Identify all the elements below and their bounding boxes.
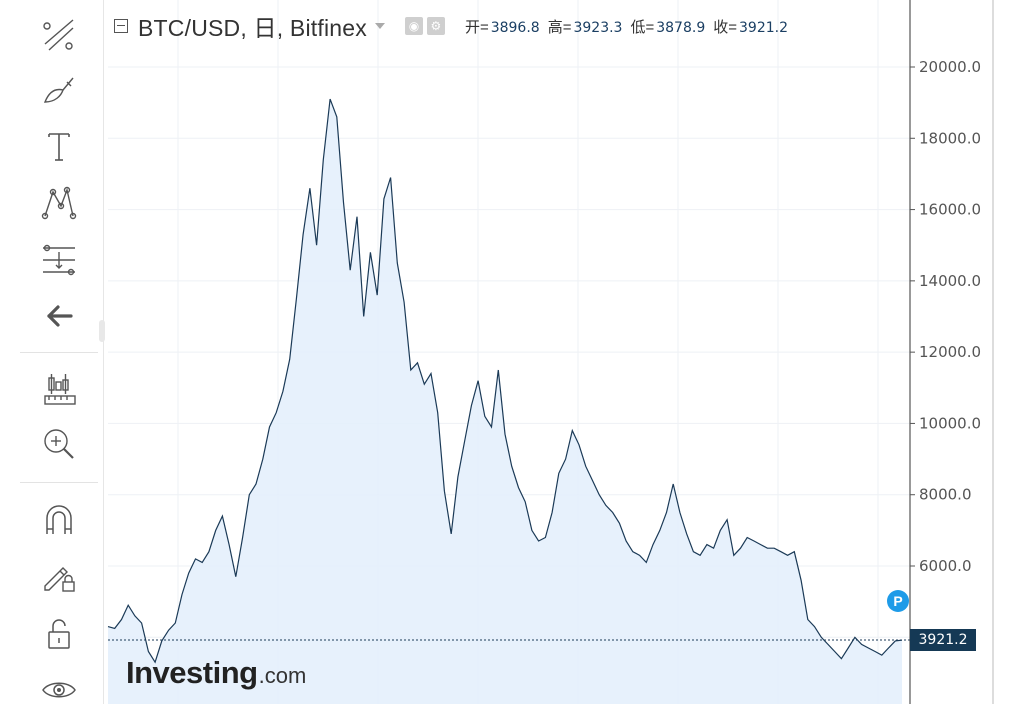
y-tick-label: 8000.0 xyxy=(919,486,972,504)
chart-legend: BTC/USD, 日, Bitfinex ◉ ⚙ 开= 3896.8 高= 3923… xyxy=(114,12,796,41)
settings-gear-icon[interactable]: ⚙ xyxy=(426,17,445,35)
y-tick-label: 14000.0 xyxy=(919,272,981,290)
toolbar-divider xyxy=(20,482,98,483)
lock-drawing-icon[interactable] xyxy=(34,554,84,598)
price-badge[interactable]: P xyxy=(887,590,909,612)
logo-main: Investing xyxy=(126,655,258,690)
ohlc-open: 开= 3896.8 xyxy=(464,18,540,36)
area-fill xyxy=(108,99,902,704)
ohlc-high: 高= 3923.3 xyxy=(547,18,623,36)
symbol-title[interactable]: BTC/USD, 日, Bitfinex xyxy=(138,15,367,41)
area-series xyxy=(107,98,903,704)
toolbar-divider xyxy=(20,352,98,353)
zoom-in-icon[interactable] xyxy=(34,422,84,466)
visibility-eye-icon[interactable]: ◉ xyxy=(404,17,423,35)
investing-logo: Investing .com xyxy=(126,655,306,691)
eye-icon[interactable] xyxy=(34,668,84,704)
y-tick-label: 12000.0 xyxy=(919,343,981,361)
toolbar-collapse-handle[interactable] xyxy=(99,320,105,342)
pattern-icon[interactable] xyxy=(34,180,84,224)
last-price-tag: 3921.2 xyxy=(910,629,976,651)
ohlc-close: 收= 3921.2 xyxy=(713,18,788,36)
y-tick-label: 16000.0 xyxy=(919,201,981,219)
y-tick-label: 6000.0 xyxy=(919,557,972,575)
back-arrow-icon[interactable] xyxy=(34,294,84,338)
legend-collapse-icon[interactable] xyxy=(114,19,128,33)
trend-line-icon[interactable] xyxy=(34,12,84,56)
price-axis[interactable]: 20000.0 18000.0 16000.0 14000.0 12000.0 10000… xyxy=(910,58,981,575)
ohlc-low: 低= 3878.9 xyxy=(630,18,706,36)
logo-suffix: .com xyxy=(258,663,307,688)
brush-icon[interactable] xyxy=(34,68,84,112)
chevron-down-icon[interactable] xyxy=(374,23,385,29)
y-tick-label: 20000.0 xyxy=(919,58,981,76)
text-tool-icon[interactable] xyxy=(34,124,84,168)
ohlc-values: 开= 3896.8 高= 3923.3 低= 3878.9 收= 3921.2 xyxy=(465,16,796,37)
measure-icon[interactable] xyxy=(34,366,84,410)
drawing-toolbar xyxy=(0,0,105,704)
unlock-icon[interactable] xyxy=(34,612,84,656)
magnet-icon[interactable] xyxy=(34,498,84,542)
price-line xyxy=(107,98,903,664)
y-tick-label: 18000.0 xyxy=(919,129,981,147)
y-tick-label: 10000.0 xyxy=(919,414,981,432)
fib-retracement-icon[interactable] xyxy=(34,238,84,282)
